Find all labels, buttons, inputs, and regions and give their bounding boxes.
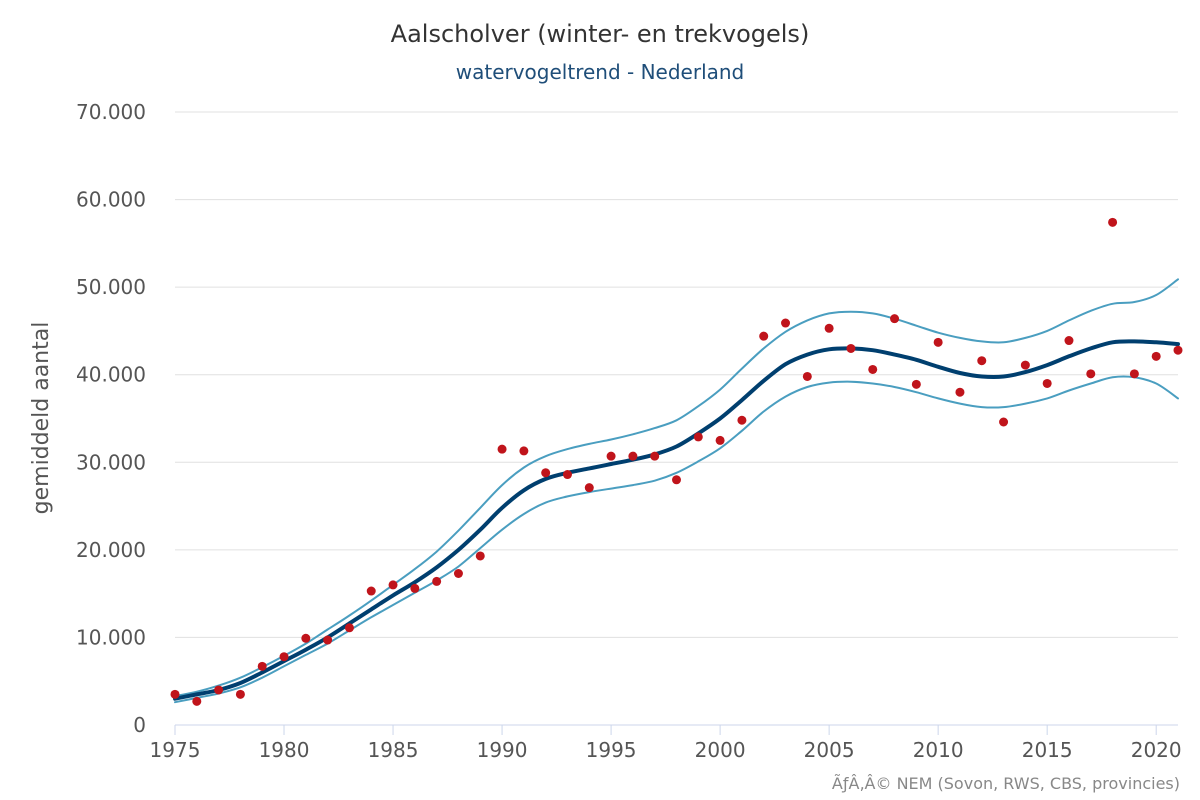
x-tick-label: 1975	[150, 738, 201, 762]
observed-point[interactable]	[781, 318, 791, 328]
chart-subtitle: watervogeltrend - Nederland	[456, 60, 745, 84]
observed-point[interactable]	[541, 468, 551, 478]
observed-point[interactable]	[737, 415, 747, 425]
observed-point[interactable]	[475, 551, 485, 561]
observed-point[interactable]	[1151, 351, 1161, 361]
observed-point[interactable]	[933, 337, 943, 347]
observed-point[interactable]	[257, 661, 267, 671]
observed-point[interactable]	[1020, 360, 1030, 370]
observed-point[interactable]	[214, 685, 224, 695]
observed-point[interactable]	[650, 451, 660, 461]
observed-point[interactable]	[868, 364, 878, 374]
observed-point[interactable]	[846, 343, 856, 353]
observed-point[interactable]	[1173, 345, 1183, 355]
observed-point[interactable]	[562, 470, 572, 480]
observed-point[interactable]	[1042, 378, 1052, 388]
x-tick-label: 2015	[1022, 738, 1073, 762]
observed-points	[170, 217, 1183, 706]
trend-series-line[interactable]	[173, 339, 1180, 701]
observed-point[interactable]	[606, 451, 616, 461]
lower-series-line[interactable]	[174, 375, 1179, 704]
y-axis-label: gemiddeld aantal	[29, 322, 54, 515]
observed-point[interactable]	[977, 356, 987, 366]
observed-point[interactable]	[453, 569, 463, 579]
observed-point[interactable]	[955, 387, 965, 397]
y-tick-label: 50.000	[76, 275, 146, 299]
x-tick-label: 2010	[913, 738, 964, 762]
chart-title: Aalscholver (winter- en trekvogels)	[391, 20, 810, 48]
x-tick-label: 1995	[586, 738, 637, 762]
x-tick-label: 1980	[259, 738, 310, 762]
observed-point[interactable]	[999, 417, 1009, 427]
y-tick-label: 30.000	[76, 450, 146, 474]
series-group	[173, 278, 1180, 704]
observed-point[interactable]	[802, 371, 812, 381]
observed-point[interactable]	[584, 483, 594, 493]
observed-point[interactable]	[1086, 369, 1096, 379]
observed-point[interactable]	[759, 331, 769, 341]
x-axis-ticks: 1975 1980 1985 1990 1995 2000 2005 2010 2015 2020	[150, 724, 1182, 762]
observed-point[interactable]	[192, 696, 202, 706]
observed-point[interactable]	[497, 444, 507, 454]
observed-point[interactable]	[715, 435, 725, 445]
observed-point[interactable]	[1064, 336, 1074, 346]
observed-point[interactable]	[279, 652, 289, 662]
observed-point[interactable]	[519, 446, 529, 456]
observed-point[interactable]	[693, 432, 703, 442]
y-tick-label: 60.000	[76, 188, 146, 212]
observed-point[interactable]	[235, 689, 245, 699]
chart-credit[interactable]: ÃƒÂ‚Â© NEM (Sovon, RWS, CBS, provincies)	[832, 774, 1180, 793]
y-tick-label: 10.000	[76, 625, 146, 649]
observed-point[interactable]	[1129, 369, 1139, 379]
observed-point[interactable]	[388, 580, 398, 590]
y-axis-ticks: 0 10.000 20.000 30.000 40.000 50.000 60.000 70.…	[76, 100, 146, 737]
observed-point[interactable]	[366, 586, 376, 596]
observed-point[interactable]	[410, 583, 420, 593]
observed-point[interactable]	[323, 635, 333, 645]
observed-point[interactable]	[301, 633, 311, 643]
x-tick-label: 1985	[368, 738, 419, 762]
observed-point[interactable]	[890, 314, 900, 324]
observed-point[interactable]	[344, 623, 354, 633]
observed-point[interactable]	[824, 323, 834, 333]
x-tick-label: 2005	[804, 738, 855, 762]
observed-point[interactable]	[672, 475, 681, 485]
x-tick-label: 2020	[1131, 738, 1182, 762]
observed-point[interactable]	[628, 451, 638, 461]
y-tick-label: 20.000	[76, 538, 146, 562]
upper-series-line[interactable]	[174, 278, 1179, 698]
observed-point[interactable]	[1108, 217, 1118, 227]
observed-point[interactable]	[911, 379, 921, 389]
x-tick-label: 2000	[695, 738, 746, 762]
x-tick-label: 1990	[477, 738, 528, 762]
observed-point[interactable]	[170, 689, 180, 699]
y-tick-label: 70.000	[76, 100, 146, 124]
y-tick-label: 0	[133, 713, 146, 737]
observed-point[interactable]	[432, 576, 442, 586]
y-tick-label: 40.000	[76, 363, 146, 387]
gridlines	[175, 111, 1178, 726]
